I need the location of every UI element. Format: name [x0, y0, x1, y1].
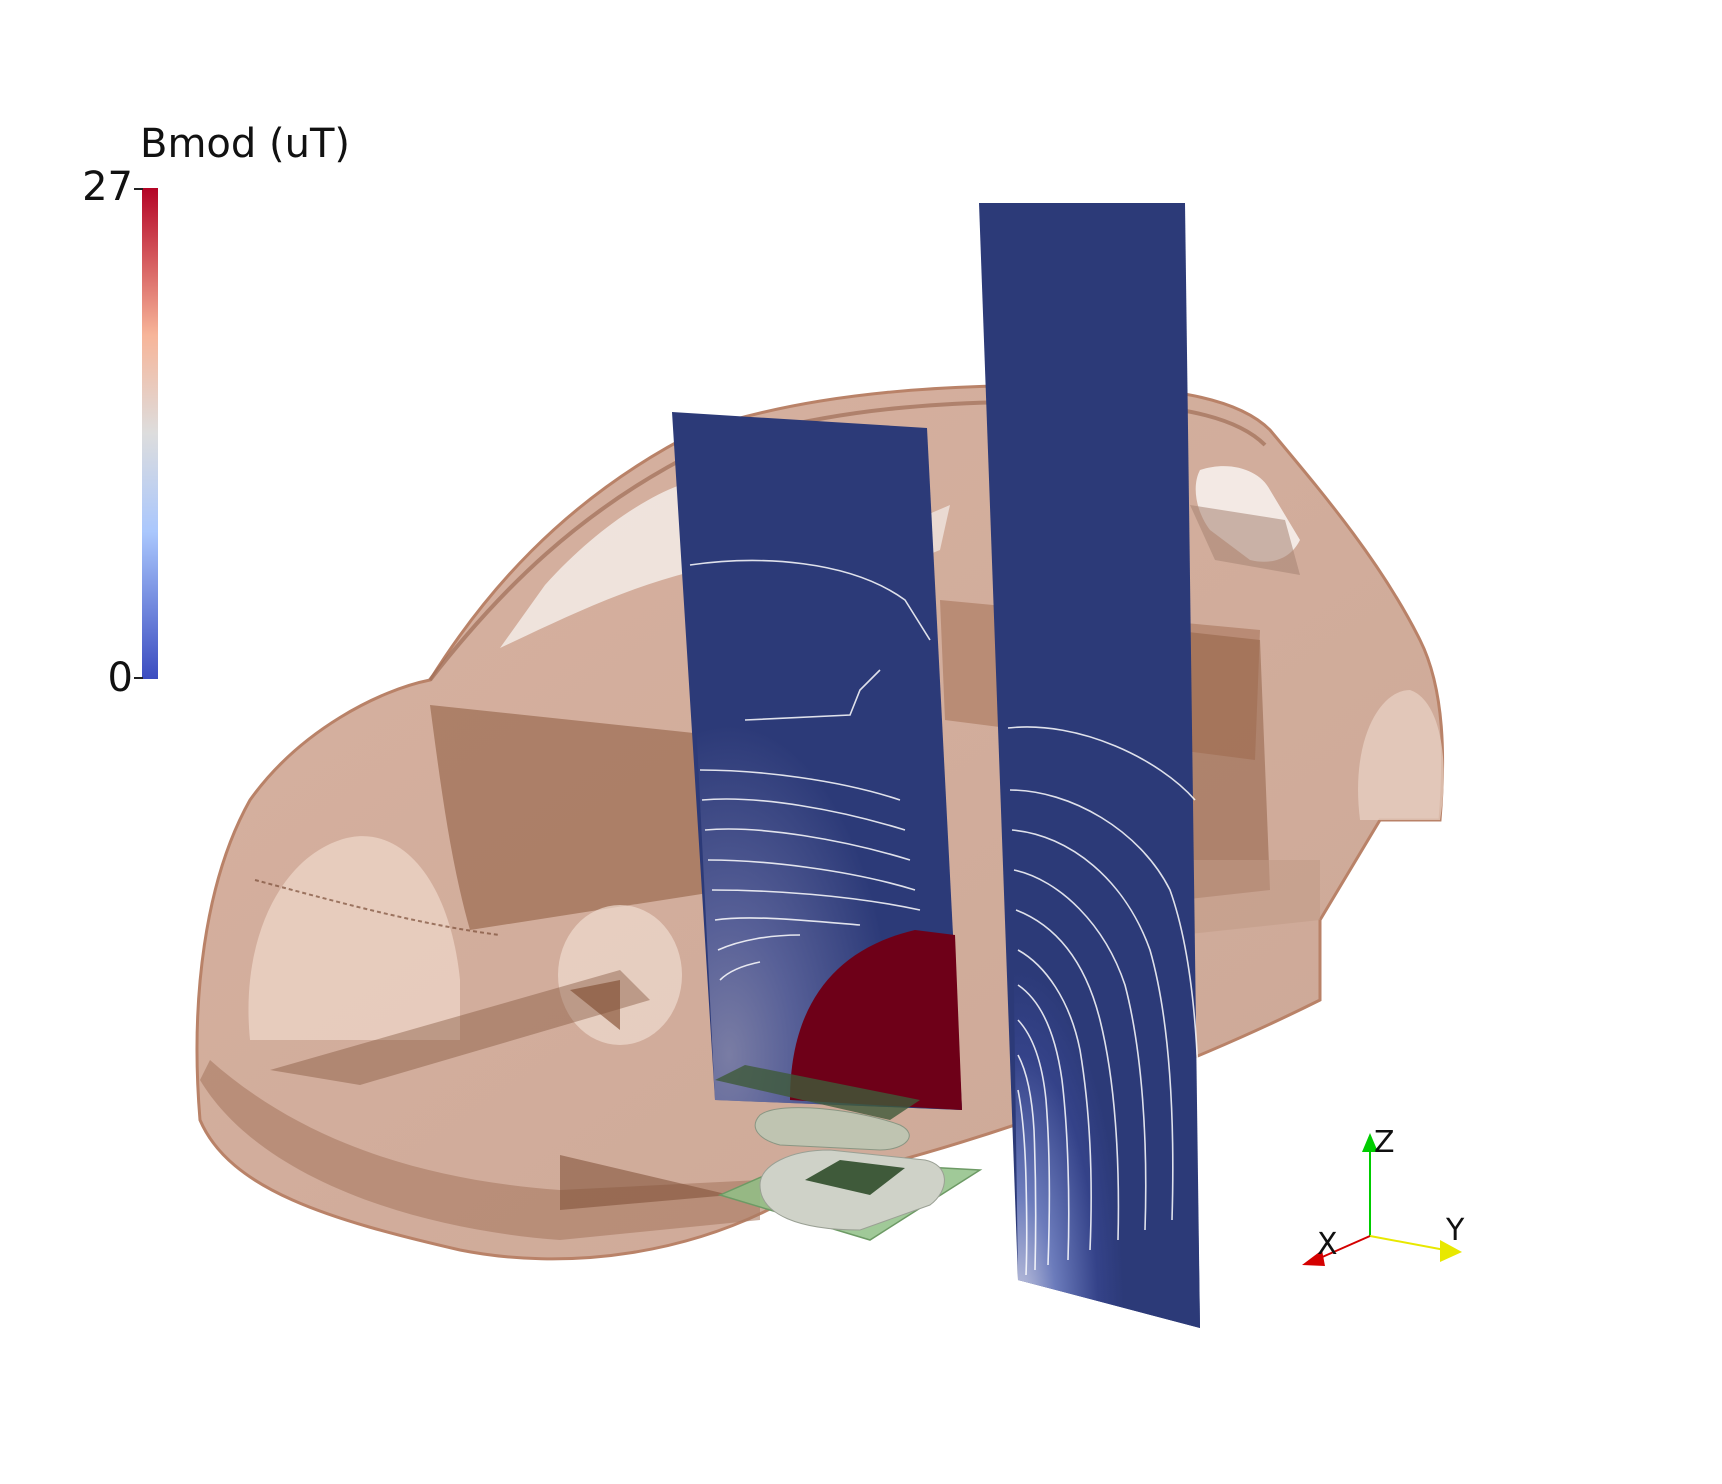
z-axis-arrowhead: [1362, 1133, 1378, 1152]
x-axis-line: [1319, 1235, 1371, 1259]
front-window: [500, 485, 690, 648]
x-axis-label: X: [1317, 1227, 1338, 1262]
wheel-hub: [558, 905, 682, 1045]
colorbar-title: Bmod (uT): [140, 121, 350, 167]
y-axis-label: Y: [1446, 1213, 1465, 1248]
vehicle-coil-plate: [715, 1065, 920, 1120]
front-slice-hot-region: [790, 930, 962, 1110]
rear-slice-field: [1010, 700, 1200, 1328]
front-wheel-arch: [248, 836, 460, 1040]
rocker-triangle: [560, 1155, 730, 1210]
coil-assembly[interactable]: [715, 1065, 983, 1241]
x-axis-arrowhead: [1302, 1250, 1325, 1266]
ground-coil-center: [805, 1160, 905, 1195]
colorbar-min-label: 0: [107, 655, 133, 701]
front-slice-contours: [689, 559, 931, 981]
floor-wedge: [270, 970, 650, 1085]
colorbar-min-tick: [134, 677, 143, 679]
hub-triangle: [570, 980, 620, 1030]
front-slice-plane[interactable]: [672, 412, 962, 1110]
rear-slice-plane[interactable]: [979, 203, 1201, 1328]
orientation-axes[interactable]: [1302, 1133, 1462, 1266]
rear-slice-contours: [1007, 726, 1201, 1276]
z-axis-label: Z: [1374, 1125, 1395, 1160]
rear-bumper-block: [1180, 860, 1320, 935]
y-axis-line: [1369, 1235, 1446, 1251]
y-axis-arrowhead: [1440, 1240, 1462, 1262]
colorbar-gradient: [142, 188, 158, 679]
body-seam: [254, 879, 501, 936]
colorbar-max-tick: [134, 188, 143, 190]
door-panel-rear: [1170, 630, 1270, 900]
far-window: [1190, 505, 1300, 575]
colorbar-max-label: 27: [82, 164, 133, 210]
vehicle-coil-ring: [754, 1107, 910, 1151]
rear-wheel-arch: [1358, 690, 1444, 820]
